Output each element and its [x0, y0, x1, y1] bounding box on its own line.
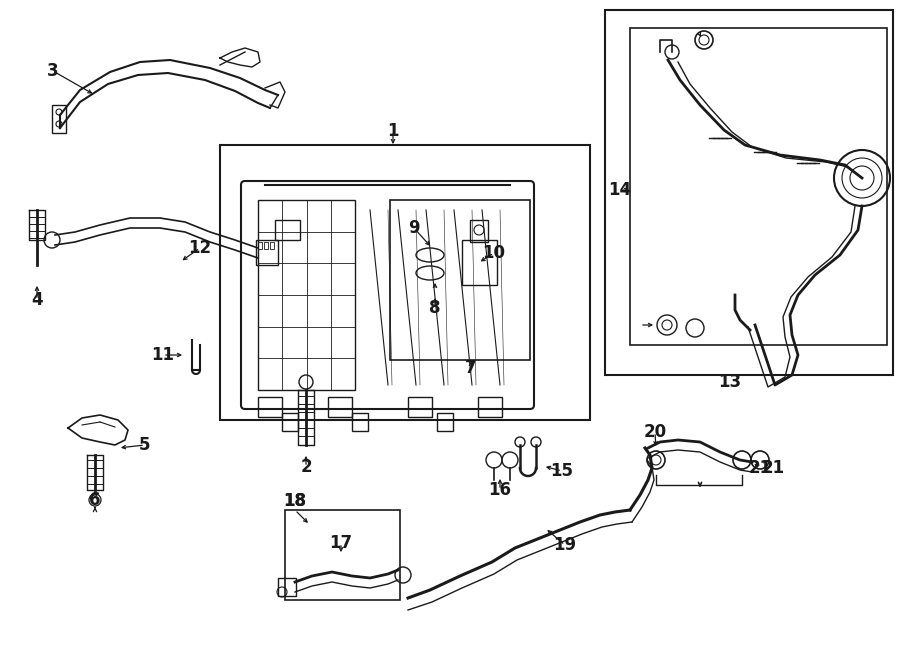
- Text: 17: 17: [329, 534, 353, 552]
- Bar: [437, 413, 453, 431]
- Text: 16: 16: [489, 481, 511, 499]
- Bar: [264, 242, 268, 249]
- Text: 12: 12: [188, 239, 212, 257]
- Bar: [408, 397, 432, 417]
- Text: 4: 4: [32, 291, 43, 309]
- Bar: [220, 145, 590, 420]
- Text: 9: 9: [409, 219, 419, 237]
- Text: 18: 18: [284, 492, 307, 510]
- Text: 15: 15: [551, 462, 573, 480]
- Text: 13: 13: [718, 373, 742, 391]
- Text: 20: 20: [644, 423, 667, 441]
- Bar: [285, 510, 400, 600]
- Bar: [328, 397, 352, 417]
- Bar: [390, 200, 530, 360]
- Bar: [258, 242, 262, 249]
- Bar: [352, 413, 368, 431]
- Bar: [605, 10, 893, 375]
- Text: 8: 8: [429, 299, 441, 317]
- Text: 18: 18: [284, 492, 307, 510]
- Bar: [256, 240, 278, 265]
- Text: 2: 2: [301, 458, 311, 476]
- Bar: [275, 220, 300, 240]
- Bar: [470, 220, 488, 242]
- Text: 21: 21: [749, 459, 771, 477]
- Text: 10: 10: [482, 244, 506, 262]
- Bar: [278, 578, 296, 596]
- Bar: [270, 242, 274, 249]
- Bar: [478, 397, 502, 417]
- Bar: [258, 397, 282, 417]
- Text: 11: 11: [151, 346, 175, 364]
- Text: 21: 21: [762, 459, 785, 477]
- Text: 7: 7: [465, 359, 477, 377]
- Text: 19: 19: [554, 536, 577, 554]
- Text: 3: 3: [47, 62, 58, 80]
- Text: 1: 1: [387, 122, 399, 140]
- Bar: [462, 240, 497, 285]
- Bar: [258, 200, 355, 390]
- Bar: [630, 28, 887, 345]
- Bar: [52, 105, 66, 133]
- Bar: [282, 413, 298, 431]
- Text: 14: 14: [608, 181, 632, 199]
- Text: 6: 6: [89, 491, 101, 509]
- Text: 5: 5: [140, 436, 151, 454]
